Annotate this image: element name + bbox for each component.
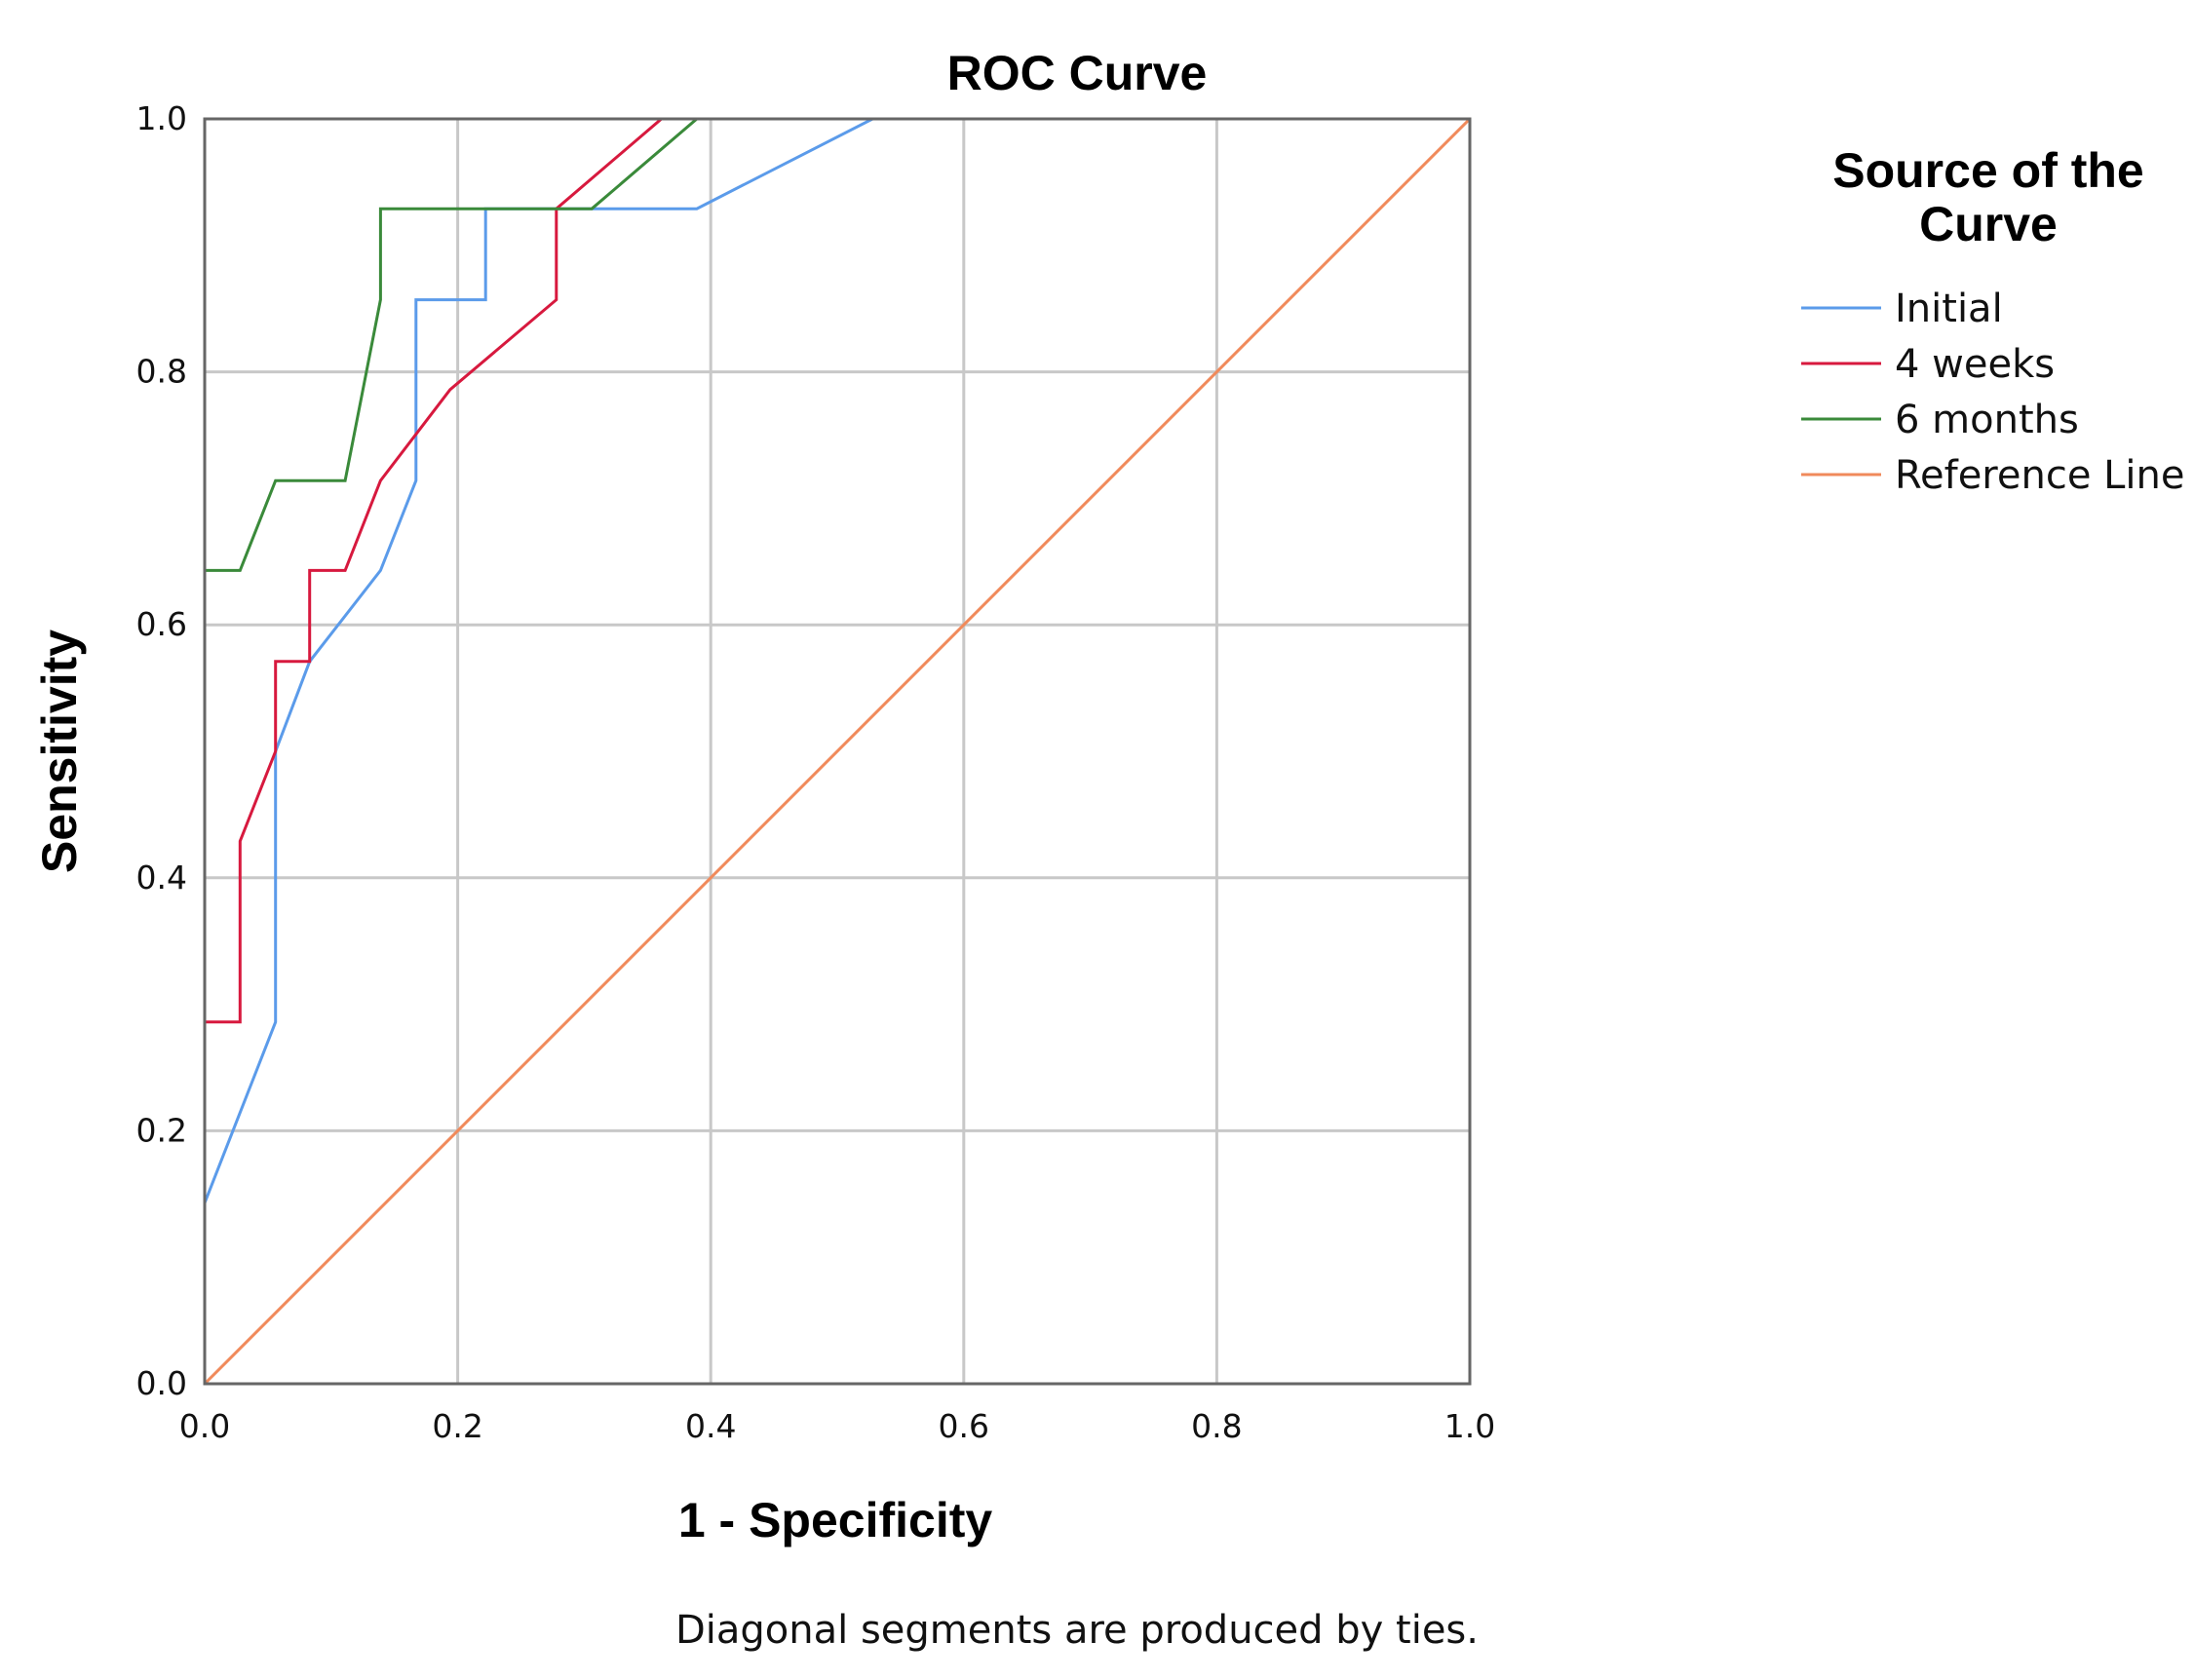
plot-frame — [203, 117, 1472, 1386]
x-tick-label: 0.8 — [1191, 1407, 1242, 1445]
chart-title: ROC Curve — [947, 46, 1208, 100]
legend-items: Initial 4 weeks 6 months Reference Line — [1801, 286, 2185, 498]
series-line-6-months — [203, 117, 1470, 1384]
series-line-initial — [203, 117, 1470, 1384]
legend-title-line-2: Curve — [1919, 197, 2058, 251]
y-tick-label: 0.2 — [136, 1111, 187, 1149]
x-axis-ticks: 0.0 0.2 0.4 0.6 0.8 1.0 — [179, 1407, 1495, 1445]
x-tick-label: 0.4 — [685, 1407, 736, 1445]
series-lines — [203, 117, 1472, 1386]
y-tick-label: 0.4 — [136, 859, 187, 897]
footnote: Diagonal segments are produced by ties. — [675, 1608, 1479, 1653]
x-tick-label: 0.6 — [939, 1407, 989, 1445]
series-line-4-weeks — [203, 117, 1470, 1384]
legend-title-line-1: Source of the — [1832, 143, 2143, 198]
x-axis-label: 1 - Specificity — [678, 1493, 993, 1547]
x-tick-label: 0.0 — [179, 1407, 230, 1445]
x-tick-label: 0.2 — [432, 1407, 482, 1445]
series-line-reference-line — [203, 117, 1472, 1386]
legend-label-6-months: 6 months — [1895, 398, 2079, 442]
y-axis-label: Sensitivity — [32, 630, 87, 873]
legend: Source of the Curve Initial 4 weeks 6 mont… — [1801, 143, 2185, 498]
y-tick-label: 0.0 — [136, 1364, 187, 1402]
legend-label-reference-line: Reference Line — [1895, 453, 2185, 498]
legend-label-initial: Initial — [1895, 286, 2003, 331]
y-tick-label: 0.8 — [136, 353, 187, 391]
y-tick-label: 0.6 — [136, 605, 187, 643]
y-axis-ticks: 0.0 0.2 0.4 0.6 0.8 1.0 — [136, 99, 187, 1402]
x-tick-label: 1.0 — [1444, 1407, 1495, 1445]
y-tick-label: 1.0 — [136, 99, 187, 137]
legend-label-4-weeks: 4 weeks — [1895, 342, 2055, 387]
